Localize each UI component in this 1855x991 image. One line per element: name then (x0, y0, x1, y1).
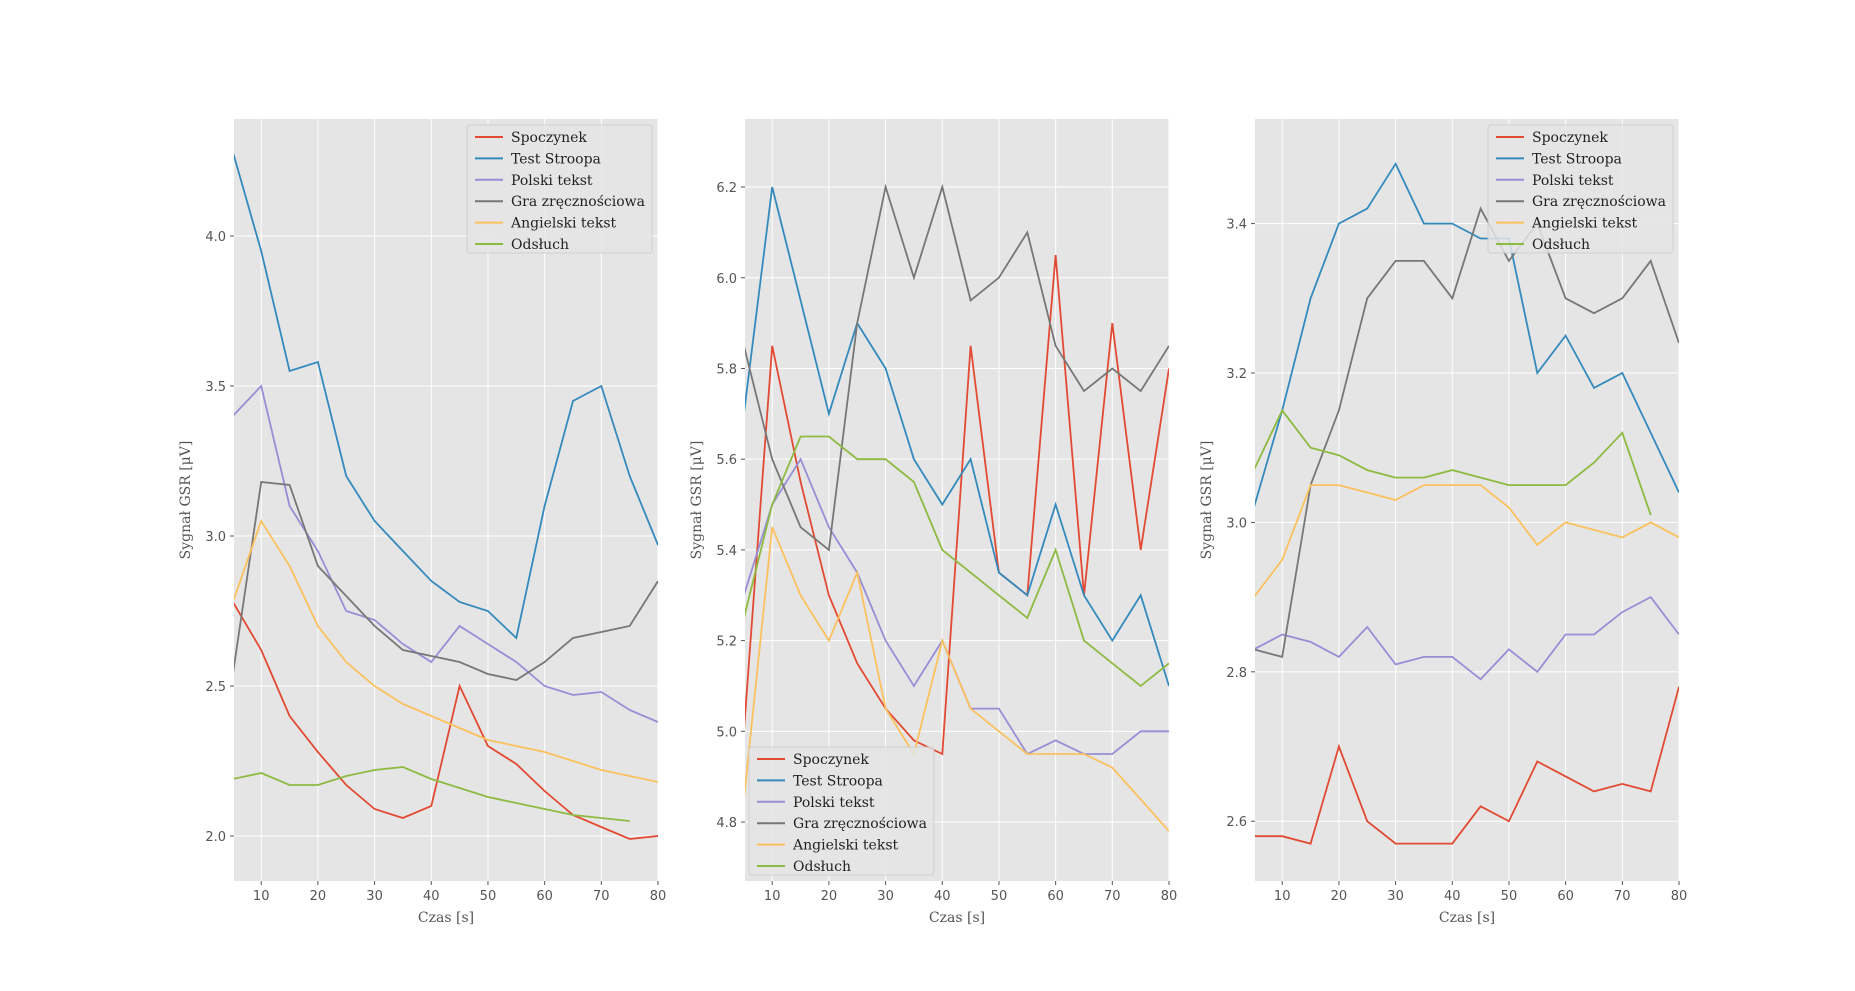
legend-entry: Polski tekst (511, 173, 593, 189)
x-axis-label: Czas [s] (1439, 910, 1495, 926)
legend-entry: Gra zręcznościowa (793, 816, 927, 832)
x-tick-label: 70 (1614, 889, 1631, 904)
legend-entry: Angielski tekst (1531, 216, 1638, 232)
y-tick-label: 5.6 (716, 453, 737, 468)
legend-entry: Odsłuch (1532, 237, 1590, 253)
legend-entry: Angielski tekst (792, 838, 899, 854)
legend-entry: Polski tekst (793, 795, 875, 811)
y-axis-label: Sygnał GSR [μV] (1199, 441, 1215, 560)
series-line-3 (234, 481, 658, 681)
y-tick-label: 5.0 (716, 725, 737, 740)
y-tick-label: 3.0 (1226, 516, 1247, 531)
y-tick-label: 6.2 (716, 181, 737, 196)
y-axis-label: Sygnał GSR [μV] (689, 441, 705, 560)
legend-entry: Polski tekst (1532, 173, 1614, 189)
x-tick-label: 80 (650, 889, 667, 904)
y-tick-label: 3.0 (205, 530, 226, 545)
series-line-4 (234, 518, 658, 783)
legend-entry: Spoczynek (1532, 130, 1608, 146)
x-tick-label: 50 (1501, 889, 1518, 904)
x-tick-label: 20 (310, 889, 327, 904)
series-line-4 (745, 526, 1169, 832)
y-tick-label: 2.6 (1226, 815, 1247, 830)
legend-entry: Gra zręcznościowa (1532, 194, 1666, 210)
x-tick-label: 50 (480, 889, 497, 904)
y-tick-label: 5.2 (716, 635, 737, 650)
subplot-1: 10 20 30 40 50 60 70 80 2.0 2.5 3.0 3.5 4.0 Czas [s] S… (178, 119, 666, 926)
subplot-3: 10 20 30 40 50 60 70 80 2.6 2.8 3.0 3.2 3.4 Czas [s] S… (1199, 119, 1687, 926)
series-line-4 (1255, 484, 1679, 598)
subplot-2: 10 20 30 40 50 60 70 80 4.8 5.0 5.2 5.4 5.6 5.8 6.0 6.2… (689, 119, 1177, 926)
x-tick-label: 10 (764, 889, 781, 904)
x-tick-label: 70 (1104, 889, 1121, 904)
y-tick-label: 3.4 (1226, 218, 1247, 233)
x-tick-label: 40 (423, 889, 440, 904)
x-tick-label: 10 (1274, 889, 1291, 904)
x-tick-label: 10 (253, 889, 270, 904)
y-tick-label: 2.0 (205, 830, 226, 845)
y-tick-label: 4.8 (716, 816, 737, 831)
legend-entry: Angielski tekst (510, 216, 617, 232)
legend-entry: Spoczynek (793, 752, 869, 768)
y-tick-label: 2.8 (1226, 666, 1247, 681)
legend-entry: Spoczynek (511, 130, 587, 146)
x-tick-label: 70 (593, 889, 610, 904)
legend-box (466, 124, 653, 254)
series-line-2 (234, 384, 658, 723)
y-axis-label: Sygnał GSR [μV] (178, 441, 194, 560)
series-line-5 (745, 435, 1169, 688)
x-axis-label: Czas [s] (929, 910, 985, 926)
x-tick-label: 80 (1671, 889, 1688, 904)
series-line-1 (745, 186, 1169, 687)
series-line-5 (234, 766, 630, 822)
series-line-0 (234, 602, 658, 840)
x-tick-label: 40 (1444, 889, 1461, 904)
series-line-0 (1255, 686, 1679, 845)
x-tick-label: 60 (1047, 889, 1064, 904)
series-line-1 (234, 152, 658, 640)
x-tick-label: 80 (1161, 889, 1178, 904)
legend-entry: Test Stroopa (793, 773, 883, 789)
x-tick-label: 60 (536, 889, 553, 904)
legend: Spoczynek Test Stroopa Polski tekst Gra zrę… (1487, 124, 1674, 254)
legend: Spoczynek Test Stroopa Polski tekst Gra zrę… (466, 124, 653, 254)
series-line-5 (1255, 408, 1652, 516)
series-line-2 (1255, 595, 1679, 681)
series-line-3 (1255, 206, 1679, 659)
y-tick-label: 3.2 (1226, 367, 1247, 382)
x-tick-label: 30 (877, 889, 894, 904)
x-tick-label: 20 (1331, 889, 1348, 904)
y-tick-label: 5.4 (716, 544, 737, 559)
series-line-1 (1255, 161, 1679, 507)
y-tick-label: 3.5 (205, 380, 226, 395)
y-tick-label: 4.0 (205, 230, 226, 245)
y-tick-label: 2.5 (205, 680, 226, 695)
legend-entry: Test Stroopa (1532, 151, 1622, 167)
y-tick-label: 6.0 (716, 272, 737, 287)
x-axis-label: Czas [s] (418, 910, 474, 926)
x-tick-label: 60 (1557, 889, 1574, 904)
x-tick-label: 30 (1387, 889, 1404, 904)
x-tick-label: 40 (934, 889, 951, 904)
legend-box (748, 746, 935, 876)
y-tick-label: 5.8 (716, 362, 737, 377)
legend-entry: Gra zręcznościowa (511, 194, 645, 210)
x-tick-label: 30 (366, 889, 383, 904)
x-tick-label: 50 (991, 889, 1008, 904)
legend-entry: Test Stroopa (511, 151, 601, 167)
series-line-3 (745, 183, 1169, 552)
legend-entry: Odsłuch (793, 859, 851, 875)
legend-box (1487, 124, 1674, 254)
legend-entry: Odsłuch (511, 237, 569, 253)
x-tick-label: 20 (821, 889, 838, 904)
legend: Spoczynek Test Stroopa Polski tekst Gra zrę… (748, 746, 935, 876)
